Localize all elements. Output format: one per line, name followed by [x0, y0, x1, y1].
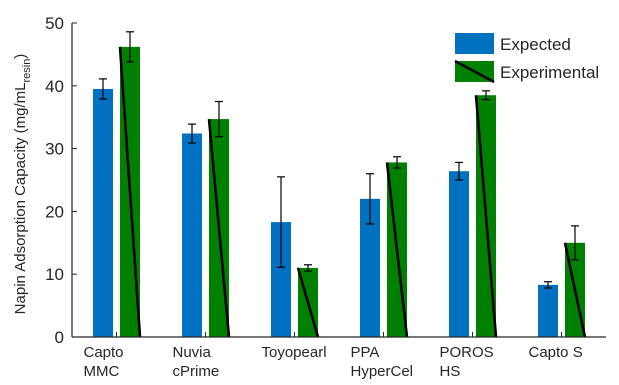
- bar-hatch-line: [474, 95, 498, 338]
- x-tick-label: Nuvia cPrime: [173, 344, 220, 380]
- y-axis-title: Napin Adsorption Capacity (mg/mLresin): [12, 54, 33, 315]
- bar-hatch-line: [118, 46, 142, 338]
- y-tick-label: 20: [45, 202, 64, 221]
- x-tick-label-line: POROS: [440, 344, 494, 361]
- bar-hatch-line: [563, 242, 587, 338]
- bar-hatch-line: [296, 267, 320, 338]
- axes-layer: [71, 23, 606, 338]
- y-tick-labels: 0 10 20 30 40 50: [45, 14, 77, 347]
- y-axis-title-suffix: ): [12, 54, 29, 59]
- bar-expected: [449, 171, 469, 337]
- bar-expected: [182, 133, 202, 337]
- y-tick-label: 0: [55, 328, 64, 347]
- x-tick-label-line: Capto S: [529, 344, 583, 361]
- legend-hatch-experimental: [454, 59, 495, 84]
- error-bars-layer: [99, 31, 579, 289]
- y-tick-label: 50: [45, 14, 64, 33]
- legend-swatch-expected: [455, 33, 494, 54]
- legend-label-experimental: Experimental: [500, 63, 599, 82]
- bars-layer: [93, 46, 587, 338]
- y-axis-title-main: Napin Adsorption Capacity (mg/mL: [12, 83, 29, 315]
- bar-expected: [271, 222, 291, 337]
- x-tick-label: Toyopearl: [262, 344, 327, 361]
- x-tick-label: PPA HyperCel: [351, 344, 414, 380]
- x-tick-label-line: Toyopearl: [262, 344, 327, 361]
- x-tick-label: Capto MMC: [84, 344, 124, 380]
- bar-expected: [360, 198, 380, 337]
- bar-expected: [538, 284, 558, 337]
- x-tick-label: POROS HS: [440, 344, 494, 380]
- y-tick-label: 10: [45, 265, 64, 284]
- bar-hatch-line: [207, 118, 231, 338]
- y-tick-label: 40: [45, 77, 64, 96]
- bar-expected: [93, 88, 113, 337]
- x-tick-label-line: cPrime: [173, 363, 220, 380]
- x-tick-label-line: HS: [440, 363, 461, 380]
- legend: Expected Experimental: [454, 33, 599, 84]
- x-tick-label-line: MMC: [84, 363, 120, 380]
- x-tick-label-line: PPA: [351, 344, 380, 361]
- y-tick-label: 30: [45, 140, 64, 159]
- x-tick-label-line: Nuvia: [173, 344, 212, 361]
- x-tick-label-line: HyperCel: [351, 363, 414, 380]
- x-tick-label: Capto S: [529, 344, 583, 361]
- x-tick-label-line: Capto: [84, 344, 124, 361]
- y-axis-title-subscript: resin: [21, 59, 33, 83]
- legend-label-expected: Expected: [500, 35, 571, 54]
- bar-hatch-line: [385, 162, 409, 338]
